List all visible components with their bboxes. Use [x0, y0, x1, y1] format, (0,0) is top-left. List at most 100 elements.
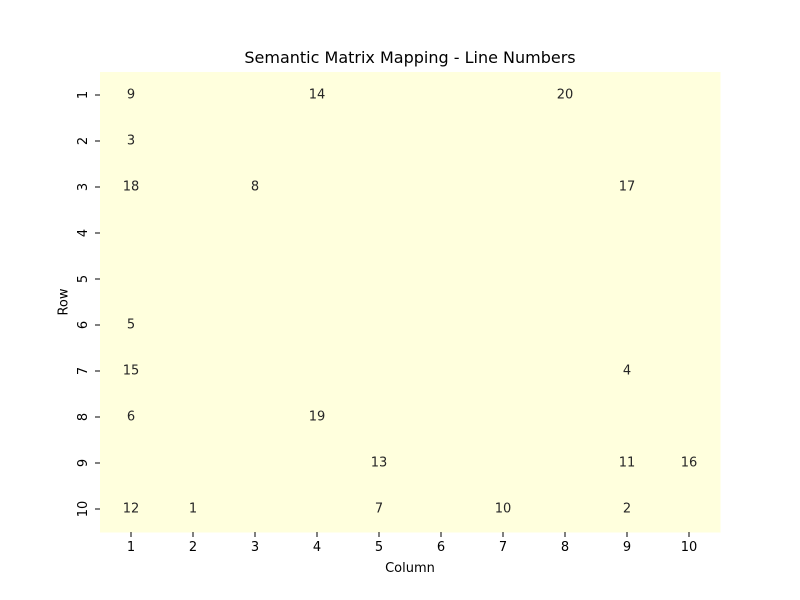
x-tick-label: 5 [375, 540, 383, 555]
heatmap-cell [162, 302, 225, 349]
y-tick-label: 4 [76, 229, 91, 237]
heatmap-cell [100, 72, 163, 119]
heatmap-cell [596, 118, 659, 165]
heatmap-cell [658, 394, 721, 441]
heatmap-cell [658, 210, 721, 257]
heatmap-cell [100, 302, 163, 349]
heatmap-cell [348, 118, 411, 165]
heatmap-cell [596, 210, 659, 257]
cell-value-label: 4 [623, 364, 631, 379]
heatmap-cell [162, 394, 225, 441]
x-tick-label: 4 [313, 540, 321, 555]
heatmap-cell [534, 118, 597, 165]
heatmap-cell [410, 394, 473, 441]
heatmap-cell [534, 256, 597, 303]
heatmap-cell [472, 72, 535, 119]
heatmap-cell [410, 164, 473, 211]
heatmap-cell [534, 440, 597, 487]
heatmap-cell [410, 302, 473, 349]
heatmap-cell [348, 302, 411, 349]
heatmap-cell [596, 164, 659, 211]
y-axis-label: Row [56, 288, 72, 316]
heatmap-cell [596, 72, 659, 119]
heatmap-cell [162, 348, 225, 395]
cell-value-label: 6 [127, 410, 135, 425]
heatmap-cell [100, 164, 163, 211]
heatmap-cell [348, 440, 411, 487]
heatmap-cell [286, 118, 349, 165]
heatmap-cell [658, 440, 721, 487]
cell-value-label: 7 [375, 502, 383, 517]
heatmap-cell [348, 394, 411, 441]
x-axis-label: Column [385, 561, 435, 576]
heatmap-cell [224, 256, 287, 303]
heatmap-cell [162, 486, 225, 533]
heatmap-cell [596, 302, 659, 349]
heatmap-cell [348, 348, 411, 395]
heatmap-cell [224, 440, 287, 487]
heatmap-cell [224, 164, 287, 211]
heatmap-cell [100, 394, 163, 441]
heatmap-cell [348, 210, 411, 257]
cell-value-label: 2 [623, 502, 631, 517]
cell-value-label: 15 [123, 364, 140, 379]
heatmap-cell [224, 118, 287, 165]
heatmap-cell [596, 440, 659, 487]
heatmap-cell [658, 118, 721, 165]
x-tick-label: 3 [251, 540, 259, 555]
heatmap-cell [658, 486, 721, 533]
heatmap-cell [100, 256, 163, 303]
heatmap-cell [286, 210, 349, 257]
heatmap-cell [162, 72, 225, 119]
heatmap-cell [286, 164, 349, 211]
heatmap-cell [224, 486, 287, 533]
y-tick-label: 3 [76, 183, 91, 191]
y-tick-label: 9 [76, 459, 91, 467]
heatmap-cell [162, 256, 225, 303]
heatmap-cell [286, 486, 349, 533]
heatmap-cell [348, 72, 411, 119]
heatmap-cell [162, 440, 225, 487]
heatmap-cell [534, 210, 597, 257]
cell-value-label: 9 [127, 88, 135, 103]
heatmap-cell [472, 164, 535, 211]
heatmap-cell [596, 348, 659, 395]
heatmap-cell [596, 486, 659, 533]
heatmap-cell [534, 348, 597, 395]
cell-value-label: 10 [495, 502, 512, 517]
heatmap-cell [658, 164, 721, 211]
heatmap-cell [286, 72, 349, 119]
heatmap-cell [286, 302, 349, 349]
heatmap-cell [162, 210, 225, 257]
heatmap-cell [286, 348, 349, 395]
heatmap-cell [224, 302, 287, 349]
heatmap-cell [658, 72, 721, 119]
heatmap-cell [658, 348, 721, 395]
heatmap-cell [472, 486, 535, 533]
heatmap-cell [162, 164, 225, 211]
heatmap-cell [348, 164, 411, 211]
heatmap-cell [100, 440, 163, 487]
heatmap-cell [534, 486, 597, 533]
cell-value-label: 11 [619, 456, 636, 471]
cell-value-label: 13 [371, 456, 388, 471]
cell-value-label: 20 [557, 88, 574, 103]
heatmap-cell [410, 72, 473, 119]
heatmap-cell [286, 256, 349, 303]
heatmap-cell [410, 256, 473, 303]
heatmap-cell [596, 394, 659, 441]
heatmap-cell [100, 348, 163, 395]
y-tick-label: 6 [76, 321, 91, 329]
heatmap-cell [596, 256, 659, 303]
x-tick-label: 8 [561, 540, 569, 555]
cell-value-label: 18 [123, 180, 140, 195]
heatmap-cell [100, 118, 163, 165]
heatmap-cell [658, 256, 721, 303]
heatmap-cell [286, 394, 349, 441]
heatmap-cell [472, 210, 535, 257]
heatmap-cell [286, 440, 349, 487]
heatmap-cell [472, 440, 535, 487]
heatmap-cell [472, 118, 535, 165]
chart-title: Semantic Matrix Mapping - Line Numbers [244, 48, 576, 67]
